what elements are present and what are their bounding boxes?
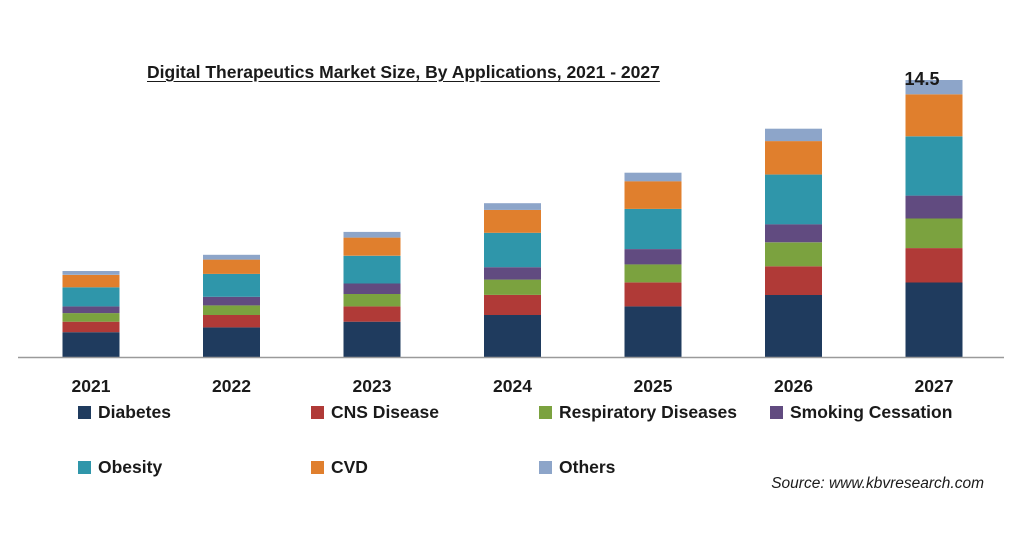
bar-2026-respiratory-diseases bbox=[765, 242, 822, 267]
legend-label: Smoking Cessation bbox=[790, 402, 953, 422]
source-note: Source: www.kbvresearch.com bbox=[771, 475, 984, 492]
bar-2022-respiratory-diseases bbox=[203, 305, 260, 315]
legend-swatch bbox=[770, 406, 783, 419]
legend-item-smoking-cessation: Smoking Cessation bbox=[770, 402, 952, 423]
bar-2027-obesity bbox=[905, 136, 963, 196]
bar-2021-smoking-cessation bbox=[62, 306, 120, 314]
legend-label: Diabetes bbox=[98, 402, 171, 422]
legend-label: CNS Disease bbox=[331, 402, 439, 422]
bar-2021-diabetes bbox=[62, 332, 120, 357]
bar-2027-others bbox=[905, 80, 963, 95]
bar-2023-cns-disease bbox=[343, 306, 401, 322]
bar-2025-smoking-cessation bbox=[624, 249, 682, 265]
bar-2025-obesity bbox=[624, 208, 682, 249]
bar-2027-smoking-cessation bbox=[905, 195, 963, 219]
bar-2024-obesity bbox=[484, 232, 541, 268]
bar-2025-others bbox=[624, 172, 682, 182]
bar-2027-cvd bbox=[905, 94, 963, 137]
bar-2023-cvd bbox=[343, 237, 401, 256]
bar-2027-diabetes bbox=[905, 282, 963, 357]
bar-2027-respiratory-diseases bbox=[905, 218, 963, 249]
bar-2022-diabetes bbox=[203, 327, 260, 357]
bar-2024-cns-disease bbox=[484, 294, 541, 315]
bar-2021-cvd bbox=[62, 274, 120, 288]
legend-item-cns-disease: CNS Disease bbox=[311, 402, 439, 423]
legend-label: CVD bbox=[331, 457, 368, 477]
bar-2022-smoking-cessation bbox=[203, 296, 260, 306]
legend-swatch bbox=[311, 461, 324, 474]
legend-swatch bbox=[539, 461, 552, 474]
bar-2023-diabetes bbox=[343, 321, 401, 357]
bar-2026-diabetes bbox=[765, 294, 822, 357]
bar-2022-obesity bbox=[203, 273, 260, 297]
bar-2023-respiratory-diseases bbox=[343, 294, 401, 307]
bar-2025-cvd bbox=[624, 181, 682, 209]
legend-swatch bbox=[311, 406, 324, 419]
legend-label: Obesity bbox=[98, 457, 163, 477]
bar-2023-others bbox=[343, 231, 401, 238]
bar-2023-smoking-cessation bbox=[343, 283, 401, 294]
bar-2024-smoking-cessation bbox=[484, 267, 541, 280]
bar-2027-cns-disease bbox=[905, 248, 963, 283]
legend-swatch bbox=[539, 406, 552, 419]
plot-area: 2021 2022 2023 2024 2025 2026 2027 14.5 bbox=[18, 69, 1004, 396]
legend-item-diabetes: Diabetes bbox=[78, 402, 171, 423]
bar-2022-cns-disease bbox=[203, 315, 260, 328]
legend-label: Respiratory Diseases bbox=[559, 402, 738, 422]
legend-swatch bbox=[78, 461, 91, 474]
x-tick-label: 2022 bbox=[212, 376, 251, 396]
legend: Diabetes CNS Disease Respiratory Diseases S… bbox=[78, 402, 1008, 482]
bar-2024-diabetes bbox=[484, 315, 541, 357]
x-tick-label: 2023 bbox=[353, 376, 392, 396]
bar-2024-cvd bbox=[484, 209, 541, 233]
x-tick-label: 2027 bbox=[915, 376, 954, 396]
x-tick-label: 2025 bbox=[634, 376, 673, 396]
x-tick-label: 2024 bbox=[493, 376, 532, 396]
legend-swatch bbox=[78, 406, 91, 419]
bar-2025-diabetes bbox=[624, 306, 682, 357]
legend-label: Others bbox=[559, 457, 616, 477]
bar-2021-respiratory-diseases bbox=[62, 313, 120, 322]
bar-2022-cvd bbox=[203, 259, 260, 274]
bar-2025-respiratory-diseases bbox=[624, 264, 682, 283]
chart-title: Digital Therapeutics Market Size, By App… bbox=[147, 62, 660, 82]
bar-2021-obesity bbox=[62, 287, 120, 307]
bar-2024-respiratory-diseases bbox=[484, 279, 541, 295]
bar-2026-obesity bbox=[765, 174, 822, 225]
bar-2026-others bbox=[765, 128, 822, 142]
bar-2026-cvd bbox=[765, 141, 822, 175]
bar-2023-obesity bbox=[343, 255, 401, 284]
bar-2024-others bbox=[484, 203, 541, 210]
total-value-label: 14.5 bbox=[904, 69, 939, 89]
x-tick-label: 2026 bbox=[774, 376, 813, 396]
legend-item-respiratory-diseases: Respiratory Diseases bbox=[539, 402, 737, 423]
bar-2021-others bbox=[62, 271, 120, 275]
bar-2022-others bbox=[203, 254, 260, 260]
legend-item-cvd: CVD bbox=[311, 457, 368, 478]
bar-2026-cns-disease bbox=[765, 266, 822, 295]
bar-2021-cns-disease bbox=[62, 321, 120, 333]
legend-item-obesity: Obesity bbox=[78, 457, 162, 478]
bar-2026-smoking-cessation bbox=[765, 224, 822, 243]
x-tick-label: 2021 bbox=[72, 376, 111, 396]
legend-item-others: Others bbox=[539, 457, 615, 478]
bar-2025-cns-disease bbox=[624, 282, 682, 307]
